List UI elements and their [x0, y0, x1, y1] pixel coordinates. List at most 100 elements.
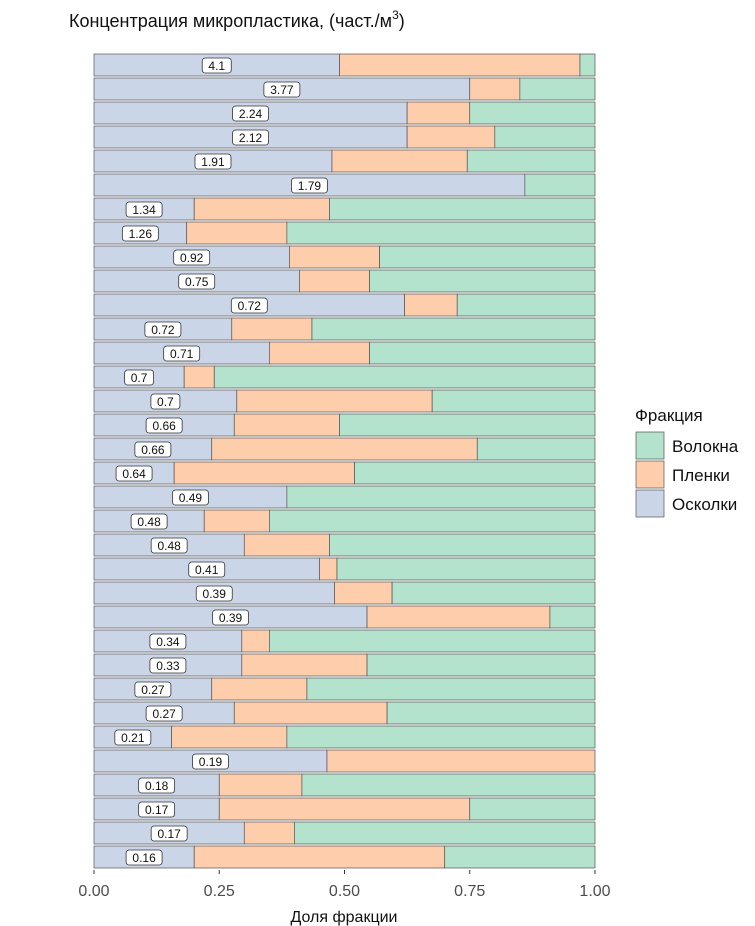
- bar-label-0-34: 0.34: [149, 633, 187, 650]
- bar-segment-films-0-41: [319, 557, 338, 581]
- bar-segment-films-0-75: [299, 269, 370, 293]
- bar-label-box: [138, 777, 176, 794]
- bar-label-0-75: 0.75: [178, 273, 216, 290]
- bar-label-box: [125, 201, 163, 218]
- bar-label-box: [138, 801, 176, 818]
- bar-label-text: 0.48: [137, 515, 161, 529]
- bar-label-box: [201, 57, 232, 74]
- bar-label-text: 0.72: [238, 299, 262, 313]
- bar-label-box: [188, 561, 226, 578]
- bar-label-1-79: 1.79: [291, 177, 328, 194]
- bar-label-box: [144, 321, 182, 338]
- bar-label-box: [124, 369, 154, 386]
- bar-label-0-48: 0.48: [150, 537, 188, 554]
- bar-label-box: [230, 297, 268, 314]
- bar-segment-films-0-48: [243, 533, 330, 557]
- bar-segment-films-0-27: [233, 701, 388, 725]
- bar-label-box: [121, 225, 159, 242]
- bar-segment-fibers-0-7: [431, 389, 596, 413]
- bar-segment-fibers-0-72: [311, 317, 596, 341]
- bar-label-box: [145, 417, 183, 434]
- chart-title-superscript: 3: [392, 8, 399, 22]
- bar-segment-films-2-24: [406, 101, 471, 125]
- bar-segment-fibers-0-92: [379, 245, 596, 269]
- bar-segment-fibers-0-7: [213, 365, 596, 389]
- bar-segment-fibers-0-27: [386, 701, 596, 725]
- bar-segment-fibers-0-18: [301, 773, 596, 797]
- bar-segment-fibers-0-16: [444, 845, 596, 869]
- bar-label-0-7: 0.7: [150, 393, 181, 410]
- bar-label-1-34: 1.34: [125, 201, 163, 218]
- bar-label-text: 0.19: [199, 755, 223, 769]
- legend-label-films: Пленки: [672, 466, 730, 485]
- bar-label-box: [115, 465, 153, 482]
- bar-segment-films-0-66: [233, 413, 340, 437]
- bar-label-box: [130, 513, 168, 530]
- bar-label-text: 1.91: [201, 155, 225, 169]
- bar-segment-films-0-19: [326, 749, 596, 773]
- bar-label-text: 1.26: [129, 227, 153, 241]
- bar-segment-fibers-1-79: [524, 173, 596, 197]
- bar-label-box: [178, 273, 216, 290]
- bar-segment-films-0-72: [404, 293, 458, 317]
- bar-label-text: 0.27: [141, 683, 165, 697]
- bars-group: [93, 53, 596, 869]
- bar-label-0-7: 0.7: [124, 369, 154, 386]
- legend-key-fragments: [635, 489, 665, 518]
- bar-label-text: 2.12: [239, 131, 263, 145]
- bar-label-text: 0.7: [157, 395, 174, 409]
- bar-segment-fibers-0-66: [339, 413, 596, 437]
- bar-segment-fibers-1-26: [286, 221, 596, 245]
- bar-label-box: [150, 825, 188, 842]
- bar-segment-fibers-0-27: [306, 677, 596, 701]
- bar-label-0-33: 0.33: [149, 657, 187, 674]
- bar-label-text: 0.17: [145, 803, 169, 817]
- bar-label-0-72: 0.72: [230, 297, 268, 314]
- x-tick-label-0-25: 0.25: [204, 883, 235, 900]
- legend-title: Фракция: [635, 406, 703, 425]
- bar-segment-films-0-72: [231, 317, 313, 341]
- bar-label-text: 0.27: [152, 707, 176, 721]
- bar-label-0-66: 0.66: [145, 417, 183, 434]
- bar-label-3-77: 3.77: [263, 81, 301, 98]
- bar-label-box: [232, 129, 269, 146]
- bar-segment-films-0-39: [366, 605, 551, 629]
- bar-label-text: 0.66: [141, 443, 165, 457]
- bar-label-text: 0.71: [170, 347, 194, 361]
- bar-label-0-92: 0.92: [173, 249, 211, 266]
- bar-segment-fibers-0-66: [476, 437, 596, 461]
- bar-label-text: 0.75: [185, 275, 209, 289]
- bar-segment-fibers-0-34: [269, 629, 596, 653]
- bar-label-text: 3.77: [270, 83, 294, 97]
- bar-segment-films-0-7: [236, 389, 433, 413]
- bar-label-box: [291, 177, 328, 194]
- bar-label-2-12: 2.12: [232, 129, 269, 146]
- bar-label-0-27: 0.27: [145, 705, 183, 722]
- legend-label-fragments: Осколки: [672, 495, 737, 514]
- bar-segment-films-0-92: [289, 245, 380, 269]
- chart-title: Концентрация микропластика, (част./м3): [69, 8, 405, 31]
- bar-label-box: [232, 105, 269, 122]
- bar-label-2-24: 2.24: [232, 105, 269, 122]
- x-tick-label-0-00: 0.00: [78, 883, 109, 900]
- bar-label-box: [149, 657, 187, 674]
- bar-segment-fibers-0-39: [549, 605, 596, 629]
- bar-label-0-66: 0.66: [134, 441, 172, 458]
- bar-label-0-27: 0.27: [134, 681, 172, 698]
- bar-segment-films-0-16: [193, 845, 446, 869]
- bar-label-box: [134, 441, 172, 458]
- bar-segment-fibers-0-64: [354, 461, 596, 485]
- bar-label-box: [212, 609, 249, 626]
- bar-label-text: 2.24: [239, 107, 263, 121]
- bar-label-box: [263, 81, 301, 98]
- bar-label-text: 0.18: [145, 779, 169, 793]
- bar-segment-films-2-12: [406, 125, 496, 149]
- bar-label-text: 0.72: [151, 323, 175, 337]
- bar-segment-fibers-0-72: [456, 293, 596, 317]
- bar-label-0-64: 0.64: [115, 465, 153, 482]
- bar-segment-fibers-0-21: [286, 725, 596, 749]
- bar-segment-films-0-21: [171, 725, 288, 749]
- bar-label-box: [194, 153, 232, 170]
- bar-segment-films-0-17: [243, 821, 295, 845]
